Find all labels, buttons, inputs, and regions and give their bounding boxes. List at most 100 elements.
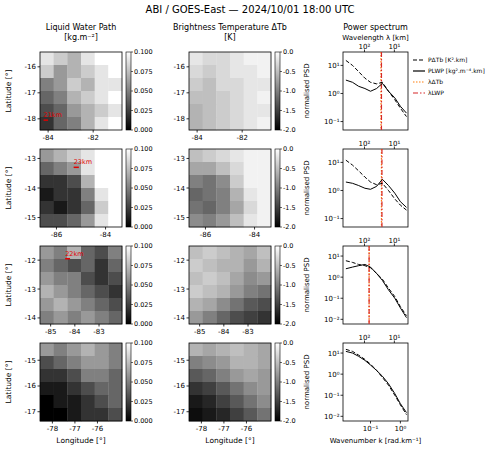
wavelength-line <box>369 246 370 324</box>
cell <box>203 65 217 78</box>
cell <box>244 91 258 104</box>
colorbar-tick-label: 0.0 <box>283 145 293 153</box>
cell <box>244 78 258 91</box>
cell <box>203 188 217 201</box>
colorbar-tick-label: -1.0 <box>283 378 296 386</box>
colorbar-tick-label: 0.075 <box>134 68 153 76</box>
y-tick-label: -13 <box>174 155 185 163</box>
x-tick-label: -84 <box>191 134 203 142</box>
cell <box>257 285 271 298</box>
cell <box>203 259 217 272</box>
colorbar-tick-label: 0.075 <box>134 359 153 367</box>
cell <box>203 91 217 104</box>
cell <box>81 104 95 117</box>
cell <box>67 298 81 311</box>
cell <box>40 78 54 91</box>
cell <box>108 52 122 65</box>
cell <box>54 149 68 162</box>
cell <box>67 214 81 227</box>
cell <box>216 395 230 408</box>
y-tick-label: 10⁰ <box>328 274 340 282</box>
cell <box>108 298 122 311</box>
spectrum-line <box>346 349 407 414</box>
cell <box>108 311 122 324</box>
cell <box>216 214 230 227</box>
cell <box>40 188 54 201</box>
y-tick-label: 10¹ <box>328 159 340 167</box>
cell <box>244 382 258 395</box>
y-tick <box>38 118 41 119</box>
colorbar-tick <box>131 401 133 402</box>
colorbar-tick <box>280 265 282 266</box>
colorbar-tick <box>280 168 282 169</box>
cell <box>67 311 81 324</box>
colorbar-tick <box>280 285 282 286</box>
cell <box>230 91 244 104</box>
cell <box>81 117 95 130</box>
y-tick <box>187 317 190 318</box>
colorbar-tick-label: 0.000 <box>134 320 153 328</box>
cell <box>108 369 122 382</box>
y-tick-label: -14 <box>174 314 186 322</box>
cell <box>230 285 244 298</box>
wavelength-line <box>380 52 381 130</box>
cell <box>203 246 217 259</box>
y-tick-label: -18 <box>174 115 185 123</box>
cell <box>189 104 203 117</box>
y-tick <box>38 92 41 93</box>
cell <box>95 91 109 104</box>
cell <box>203 52 217 65</box>
cell <box>67 188 81 201</box>
cell <box>216 201 230 214</box>
cell <box>40 369 54 382</box>
cell <box>95 246 109 259</box>
colorbar-tick <box>280 246 282 247</box>
colorbar-tick-label: -2.0 <box>283 223 296 231</box>
y-tick-label: -14 <box>174 185 186 193</box>
cell <box>108 78 122 91</box>
cell <box>230 395 244 408</box>
scale-bar <box>65 258 70 260</box>
y-tick <box>38 158 41 159</box>
cell <box>230 117 244 130</box>
cell <box>189 298 203 311</box>
y-tick-label: -18 <box>25 115 36 123</box>
y-axis-title: Latitude [°] <box>4 70 13 113</box>
x-tick <box>56 227 57 230</box>
cell <box>244 65 258 78</box>
frame <box>40 343 122 421</box>
x-tick <box>246 421 247 424</box>
x-tick <box>93 130 94 133</box>
cell <box>67 175 81 188</box>
cell <box>81 311 95 324</box>
cell <box>230 104 244 117</box>
colorbar-tick <box>280 207 282 208</box>
x-tick-label: -78 <box>47 425 58 433</box>
cell <box>40 356 54 369</box>
cell <box>81 91 95 104</box>
wavelength-line <box>381 149 382 227</box>
cell <box>216 149 230 162</box>
y-tick <box>187 118 190 119</box>
spectrum-line <box>346 60 407 116</box>
cell <box>40 272 54 285</box>
cell <box>95 162 109 175</box>
y-tick <box>38 188 41 189</box>
cell <box>95 104 109 117</box>
cell <box>257 175 271 188</box>
colorbar-tick-label: -0.5 <box>283 262 296 270</box>
cell <box>95 408 109 421</box>
cell <box>230 382 244 395</box>
colorbar-tick <box>131 362 133 363</box>
x-tick <box>99 324 100 327</box>
cell <box>203 285 217 298</box>
cell <box>203 343 217 356</box>
legend-label: PΔTb [K².km] <box>428 56 467 63</box>
cell <box>257 369 271 382</box>
spectrum-line <box>346 261 407 316</box>
y-tick <box>38 317 41 318</box>
colorbar <box>126 343 131 421</box>
cell <box>189 91 203 104</box>
cell <box>40 162 54 175</box>
x-axis-title: Longitude [°] <box>205 436 254 445</box>
